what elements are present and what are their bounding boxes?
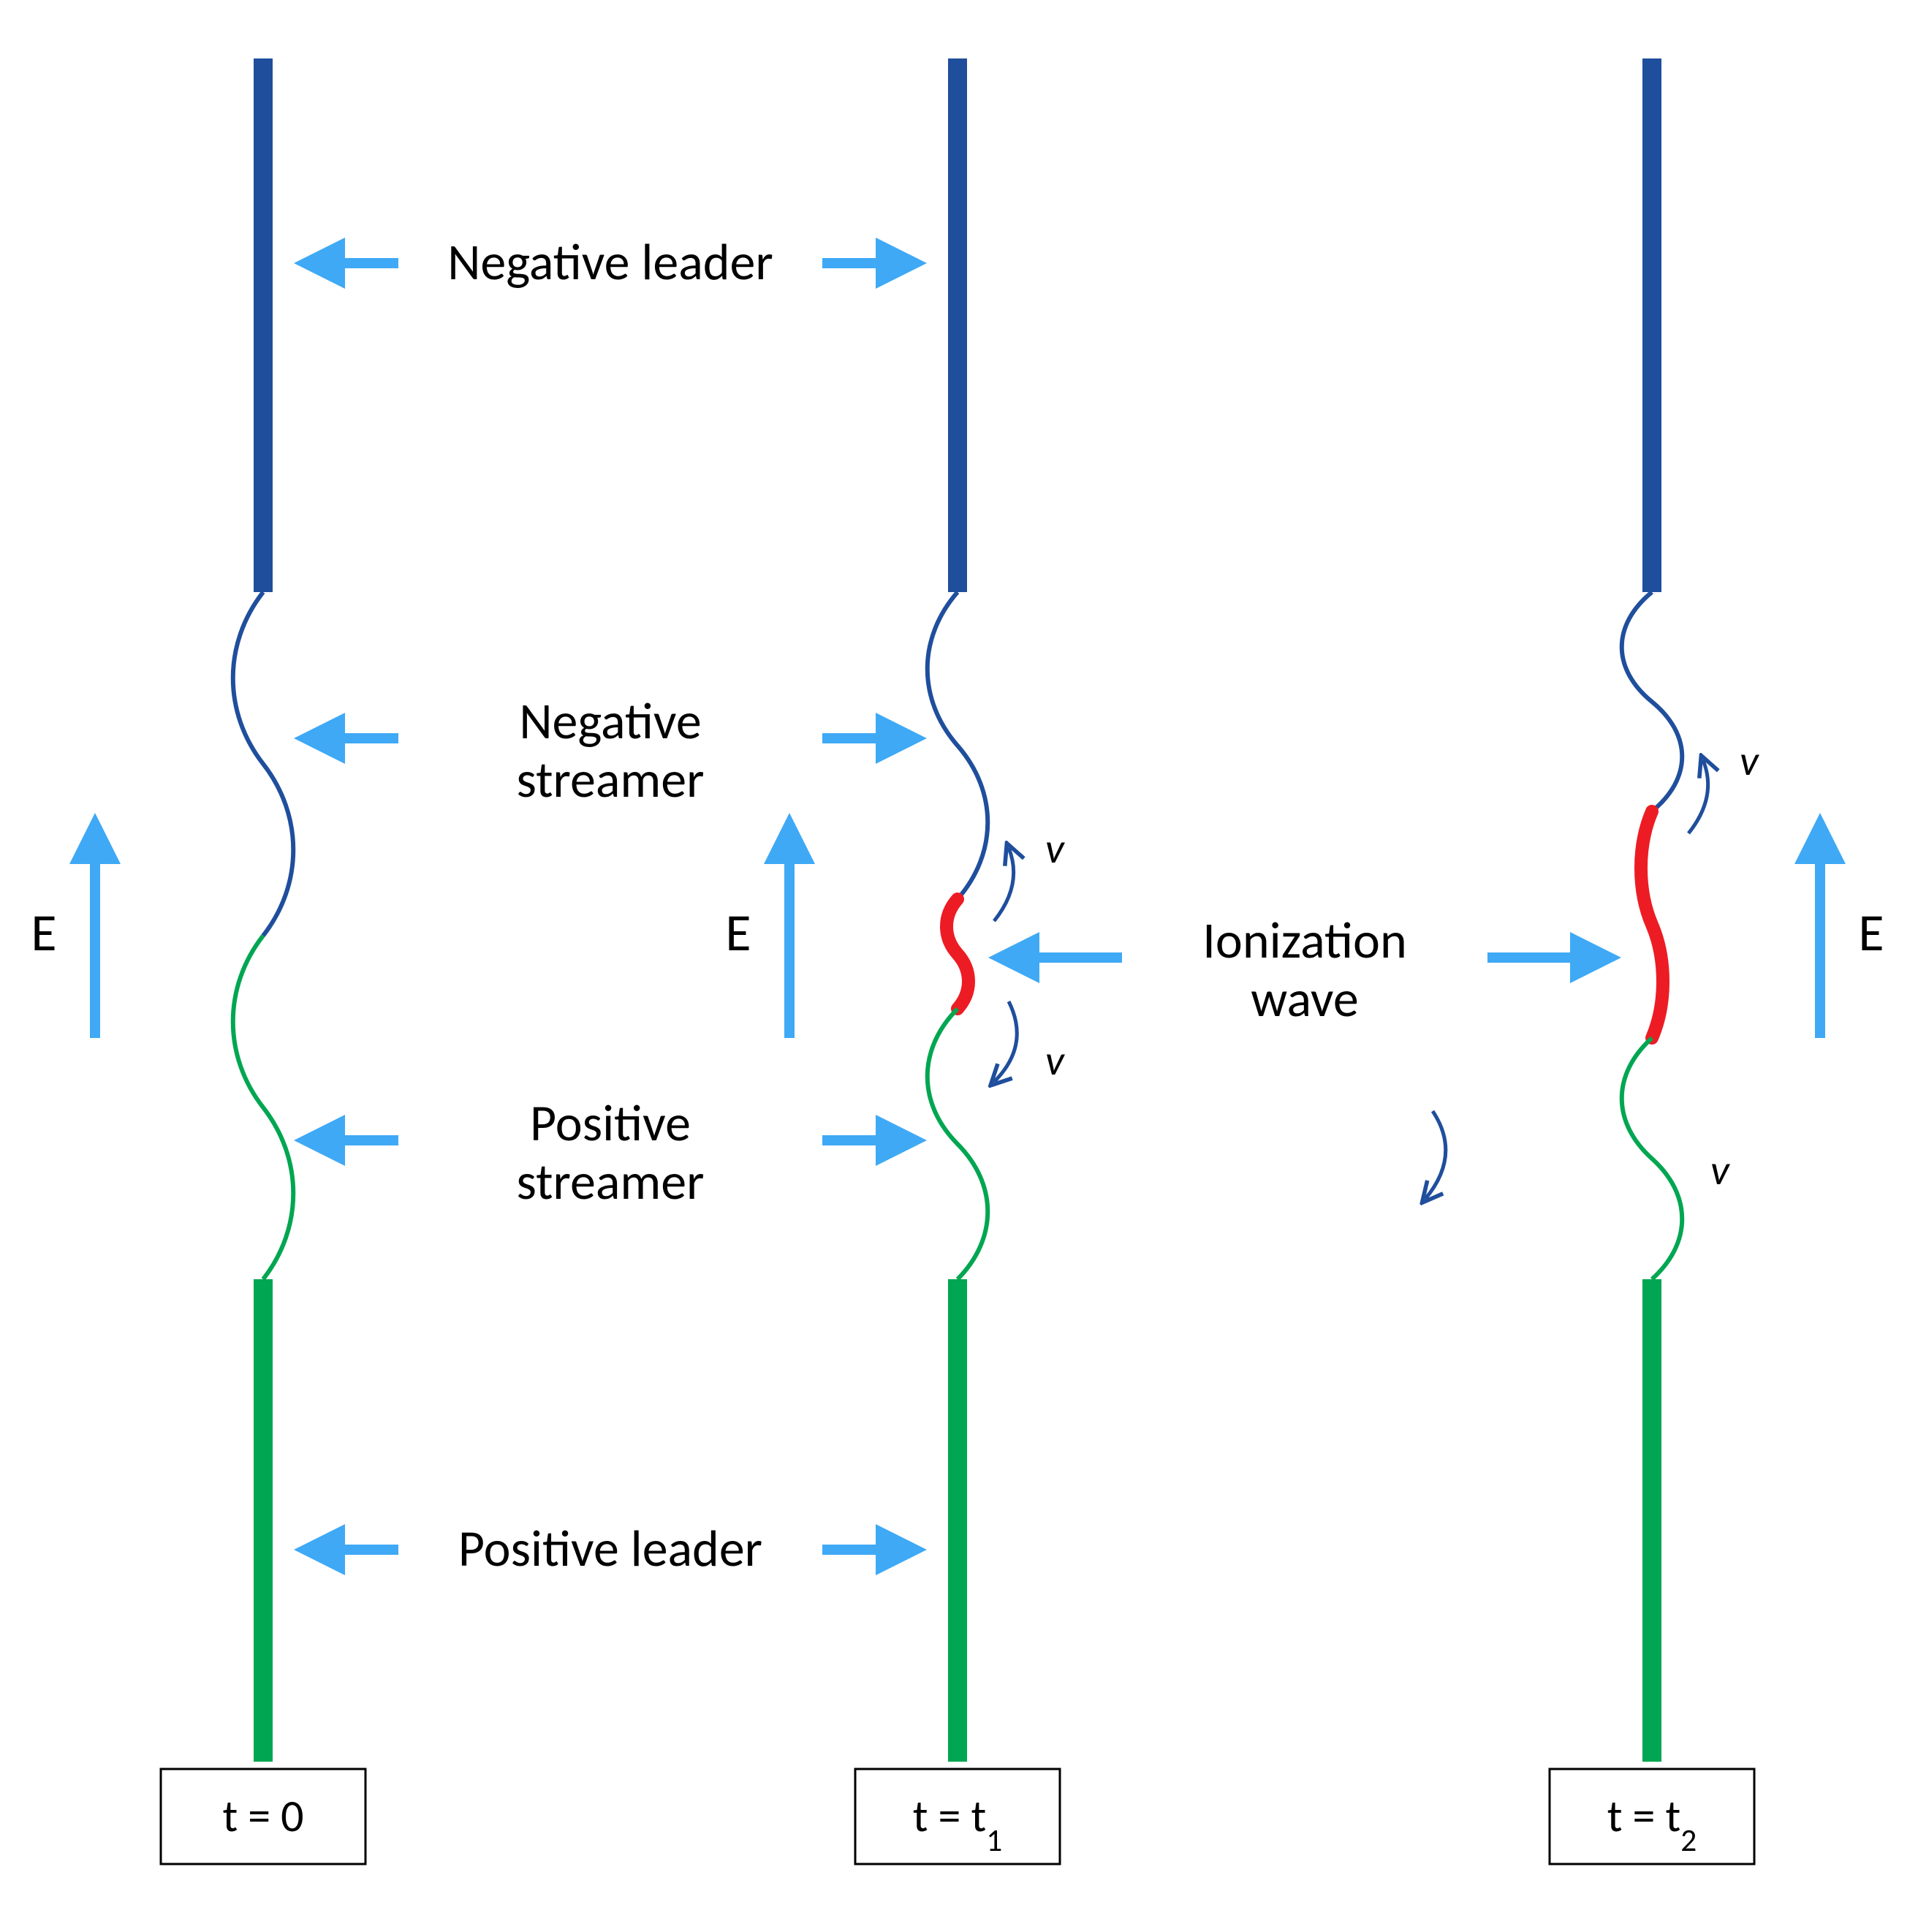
e-label: E — [31, 901, 56, 965]
negative-leader-label: Negative leader — [447, 230, 773, 293]
negative-streamer-label-1: Negative — [519, 689, 701, 752]
e-label: E — [1858, 901, 1884, 965]
positive-streamer — [928, 1009, 988, 1279]
v-label-detached: v — [1710, 1144, 1730, 1196]
positive-streamer-label-1: Positive — [530, 1091, 691, 1154]
ionization-wave — [947, 899, 969, 1009]
ionization-label-2: wave — [1251, 967, 1358, 1030]
negative-streamer — [1622, 592, 1683, 811]
e-label: E — [725, 901, 751, 965]
v-label: v — [1045, 1034, 1065, 1086]
positive-leader-label: Positive leader — [458, 1517, 762, 1580]
v-label: v — [1740, 735, 1759, 787]
v-label: v — [1045, 822, 1065, 874]
positive-streamer — [1622, 1038, 1683, 1279]
v-arrow-down-detached — [1425, 1111, 1446, 1199]
time-t0-label: t = 0 — [222, 1788, 303, 1844]
v-arrow-up — [1688, 760, 1708, 833]
positive-streamer-label-2: streamer — [516, 1150, 704, 1213]
v-arrow-up — [994, 848, 1014, 921]
negative-streamer — [233, 592, 294, 936]
ionization-label-1: Ionization — [1202, 909, 1406, 971]
negative-streamer — [928, 592, 988, 899]
positive-streamer — [233, 936, 294, 1279]
negative-streamer-label-2: streamer — [516, 748, 704, 811]
v-arrow-down — [994, 1001, 1017, 1082]
ionization-wave — [1641, 811, 1663, 1038]
